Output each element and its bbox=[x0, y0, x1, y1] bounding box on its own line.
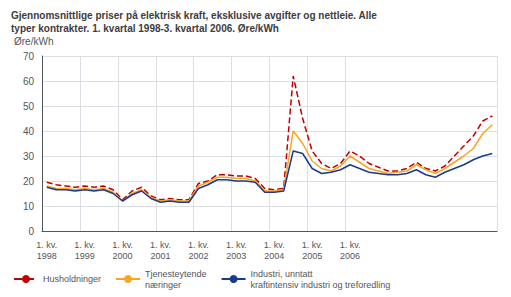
svg-text:0: 0 bbox=[28, 226, 34, 237]
svg-text:1. kv.: 1. kv. bbox=[74, 240, 95, 250]
svg-text:Tjenesteytende: Tjenesteytende bbox=[145, 269, 207, 279]
svg-text:50: 50 bbox=[23, 101, 35, 112]
svg-text:Øre/kWh: Øre/kWh bbox=[14, 36, 53, 47]
svg-text:1. kv.: 1. kv. bbox=[302, 240, 323, 250]
svg-text:næringer: næringer bbox=[145, 280, 181, 290]
svg-text:70: 70 bbox=[23, 51, 35, 62]
svg-text:1. kv.: 1. kv. bbox=[112, 240, 133, 250]
svg-text:1. kv.: 1. kv. bbox=[226, 240, 247, 250]
svg-text:2005: 2005 bbox=[302, 251, 322, 261]
svg-text:30: 30 bbox=[23, 151, 35, 162]
svg-text:60: 60 bbox=[23, 76, 35, 87]
svg-text:typer kontrakter. 1. kvartal 1: typer kontrakter. 1. kvartal 1998-3. kva… bbox=[11, 23, 279, 34]
svg-text:2006: 2006 bbox=[340, 251, 360, 261]
svg-text:1. kv.: 1. kv. bbox=[264, 240, 285, 250]
svg-text:40: 40 bbox=[23, 126, 35, 137]
svg-text:10: 10 bbox=[23, 201, 35, 212]
svg-text:Husholdninger: Husholdninger bbox=[43, 274, 101, 284]
svg-text:1. kv.: 1. kv. bbox=[188, 240, 209, 250]
svg-text:1. kv.: 1. kv. bbox=[150, 240, 171, 250]
svg-text:20: 20 bbox=[23, 176, 35, 187]
svg-text:kraftintensiv industri og tref: kraftintensiv industri og treforedling bbox=[251, 280, 391, 290]
svg-text:1998: 1998 bbox=[37, 251, 57, 261]
svg-text:1999: 1999 bbox=[75, 251, 95, 261]
svg-text:Industri, unntatt: Industri, unntatt bbox=[251, 269, 314, 279]
svg-text:1. kv.: 1. kv. bbox=[340, 240, 361, 250]
svg-text:2004: 2004 bbox=[264, 251, 284, 261]
svg-text:2001: 2001 bbox=[150, 251, 170, 261]
svg-text:2002: 2002 bbox=[188, 251, 208, 261]
svg-text:2003: 2003 bbox=[226, 251, 246, 261]
svg-text:Gjennomsnittlige priser på ele: Gjennomsnittlige priser på elektrisk kra… bbox=[11, 10, 377, 21]
svg-text:1. kv.: 1. kv. bbox=[36, 240, 57, 250]
svg-text:2000: 2000 bbox=[113, 251, 133, 261]
